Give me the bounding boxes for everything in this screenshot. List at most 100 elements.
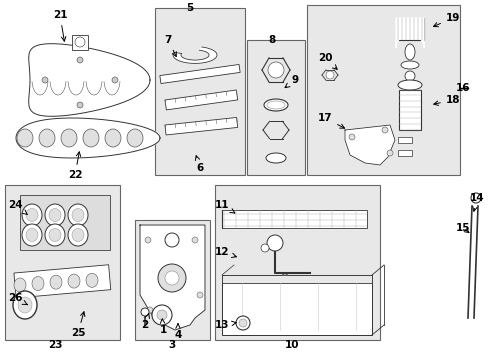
Ellipse shape xyxy=(61,129,77,147)
Bar xyxy=(5,185,120,340)
Text: 15: 15 xyxy=(455,223,469,233)
Ellipse shape xyxy=(141,308,149,316)
Ellipse shape xyxy=(266,101,285,109)
Ellipse shape xyxy=(68,274,80,288)
Ellipse shape xyxy=(397,80,421,90)
Text: 26: 26 xyxy=(8,293,27,305)
Polygon shape xyxy=(173,47,217,63)
Ellipse shape xyxy=(266,235,283,251)
Ellipse shape xyxy=(325,71,333,79)
Ellipse shape xyxy=(127,129,142,147)
Text: 24: 24 xyxy=(8,200,27,215)
Text: 25: 25 xyxy=(71,312,85,338)
Bar xyxy=(164,90,237,110)
Ellipse shape xyxy=(75,37,85,47)
Text: 17: 17 xyxy=(317,113,344,128)
Ellipse shape xyxy=(164,271,179,285)
Text: 22: 22 xyxy=(68,152,82,180)
Ellipse shape xyxy=(470,193,480,203)
Bar xyxy=(397,150,411,156)
Ellipse shape xyxy=(49,229,61,242)
Ellipse shape xyxy=(83,129,99,147)
Bar xyxy=(222,210,366,228)
Ellipse shape xyxy=(32,276,44,291)
Ellipse shape xyxy=(45,204,65,226)
Bar xyxy=(395,18,423,40)
Bar xyxy=(72,35,88,50)
Text: 11: 11 xyxy=(214,200,234,213)
Ellipse shape xyxy=(236,316,249,330)
Ellipse shape xyxy=(381,127,387,133)
Text: 14: 14 xyxy=(469,193,483,211)
Polygon shape xyxy=(395,18,423,48)
Ellipse shape xyxy=(152,305,172,325)
Text: 13: 13 xyxy=(214,320,236,330)
Ellipse shape xyxy=(264,99,287,111)
Ellipse shape xyxy=(386,150,392,156)
Text: 19: 19 xyxy=(433,13,459,27)
Bar xyxy=(222,275,371,335)
Ellipse shape xyxy=(68,204,88,226)
Ellipse shape xyxy=(400,61,418,69)
Ellipse shape xyxy=(26,208,38,221)
Polygon shape xyxy=(29,44,150,116)
Ellipse shape xyxy=(239,319,246,327)
Ellipse shape xyxy=(404,44,414,60)
Ellipse shape xyxy=(267,62,284,78)
Text: 6: 6 xyxy=(195,156,203,173)
Ellipse shape xyxy=(158,264,185,292)
Bar xyxy=(155,8,244,175)
Bar xyxy=(246,40,305,175)
Text: 18: 18 xyxy=(433,95,459,105)
Bar xyxy=(14,265,111,298)
Ellipse shape xyxy=(147,307,153,313)
Text: 5: 5 xyxy=(186,3,193,13)
Ellipse shape xyxy=(14,278,26,292)
Ellipse shape xyxy=(17,129,33,147)
Ellipse shape xyxy=(112,77,118,83)
Bar xyxy=(20,195,110,250)
Ellipse shape xyxy=(77,102,83,108)
Ellipse shape xyxy=(404,71,414,81)
Ellipse shape xyxy=(105,129,121,147)
Text: 20: 20 xyxy=(317,53,337,69)
Bar xyxy=(306,5,459,175)
Ellipse shape xyxy=(72,229,84,242)
Text: 4: 4 xyxy=(174,324,182,340)
Text: 8: 8 xyxy=(268,35,275,45)
Ellipse shape xyxy=(45,224,65,246)
Bar xyxy=(164,117,237,135)
Ellipse shape xyxy=(13,291,37,319)
Ellipse shape xyxy=(39,129,55,147)
Ellipse shape xyxy=(22,204,42,226)
Ellipse shape xyxy=(86,273,98,287)
Ellipse shape xyxy=(68,224,88,246)
Ellipse shape xyxy=(265,153,285,163)
Text: 10: 10 xyxy=(284,340,299,350)
Text: 12: 12 xyxy=(214,247,236,257)
Bar xyxy=(397,137,411,143)
Bar xyxy=(160,64,240,84)
Text: 1: 1 xyxy=(159,319,166,335)
Ellipse shape xyxy=(261,244,268,252)
Text: 9: 9 xyxy=(285,75,298,87)
Ellipse shape xyxy=(72,208,84,221)
Ellipse shape xyxy=(281,274,288,282)
Ellipse shape xyxy=(18,297,32,313)
Text: 23: 23 xyxy=(48,340,62,350)
Ellipse shape xyxy=(197,292,203,298)
Ellipse shape xyxy=(145,237,151,243)
Ellipse shape xyxy=(49,208,61,221)
Ellipse shape xyxy=(348,134,354,140)
Bar xyxy=(215,185,379,340)
Text: 7: 7 xyxy=(164,35,176,57)
Polygon shape xyxy=(16,118,160,158)
Ellipse shape xyxy=(42,77,48,83)
Ellipse shape xyxy=(22,224,42,246)
Text: 21: 21 xyxy=(53,10,67,41)
Text: 3: 3 xyxy=(168,340,175,350)
Ellipse shape xyxy=(77,57,83,63)
Polygon shape xyxy=(345,125,394,165)
Polygon shape xyxy=(140,225,204,330)
Ellipse shape xyxy=(50,275,62,289)
